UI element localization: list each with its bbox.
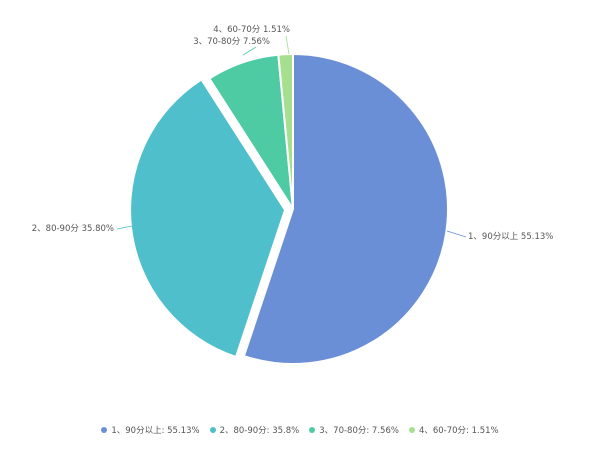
slice-90-plus[interactable] (242, 52, 449, 365)
leader-line (242, 46, 257, 56)
legend-item-60-70[interactable]: 4、60-70分: 1.51% (408, 424, 499, 436)
legend-label: 3、70-80分: 7.56% (319, 426, 399, 436)
leader-line (116, 224, 138, 230)
slice-80-90[interactable] (129, 78, 287, 359)
slice-60-70[interactable] (277, 52, 294, 210)
legend-label: 1、90分以上: 55.13% (111, 426, 200, 436)
leader-line (446, 230, 467, 238)
chart-legend: 1、90分以上: 55.13% 2、80-90分: 35.8% 3、70-80分… (0, 424, 600, 436)
slice-label: 1、90分以上 55.13% (468, 232, 553, 242)
legend-swatch (309, 427, 316, 433)
slice-label: 3、70-80分 7.56% (193, 37, 270, 47)
legend-label: 2、80-90分: 35.8% (219, 426, 300, 436)
slice-label: 4、60-70分 1.51% (213, 25, 290, 35)
legend-swatch (209, 427, 216, 433)
legend-item-70-80[interactable]: 3、70-80分: 7.56% (309, 424, 399, 436)
legend-item-90-plus[interactable]: 1、90分以上: 55.13% (101, 424, 200, 436)
legend-item-80-90[interactable]: 2、80-90分: 35.8% (209, 424, 300, 436)
slice-label: 2、80-90分 35.80% (32, 224, 114, 234)
leader-line (285, 35, 290, 55)
legend-swatch (101, 427, 108, 433)
legend-swatch (408, 427, 415, 433)
legend-label: 4、60-70分: 1.51% (418, 426, 499, 436)
